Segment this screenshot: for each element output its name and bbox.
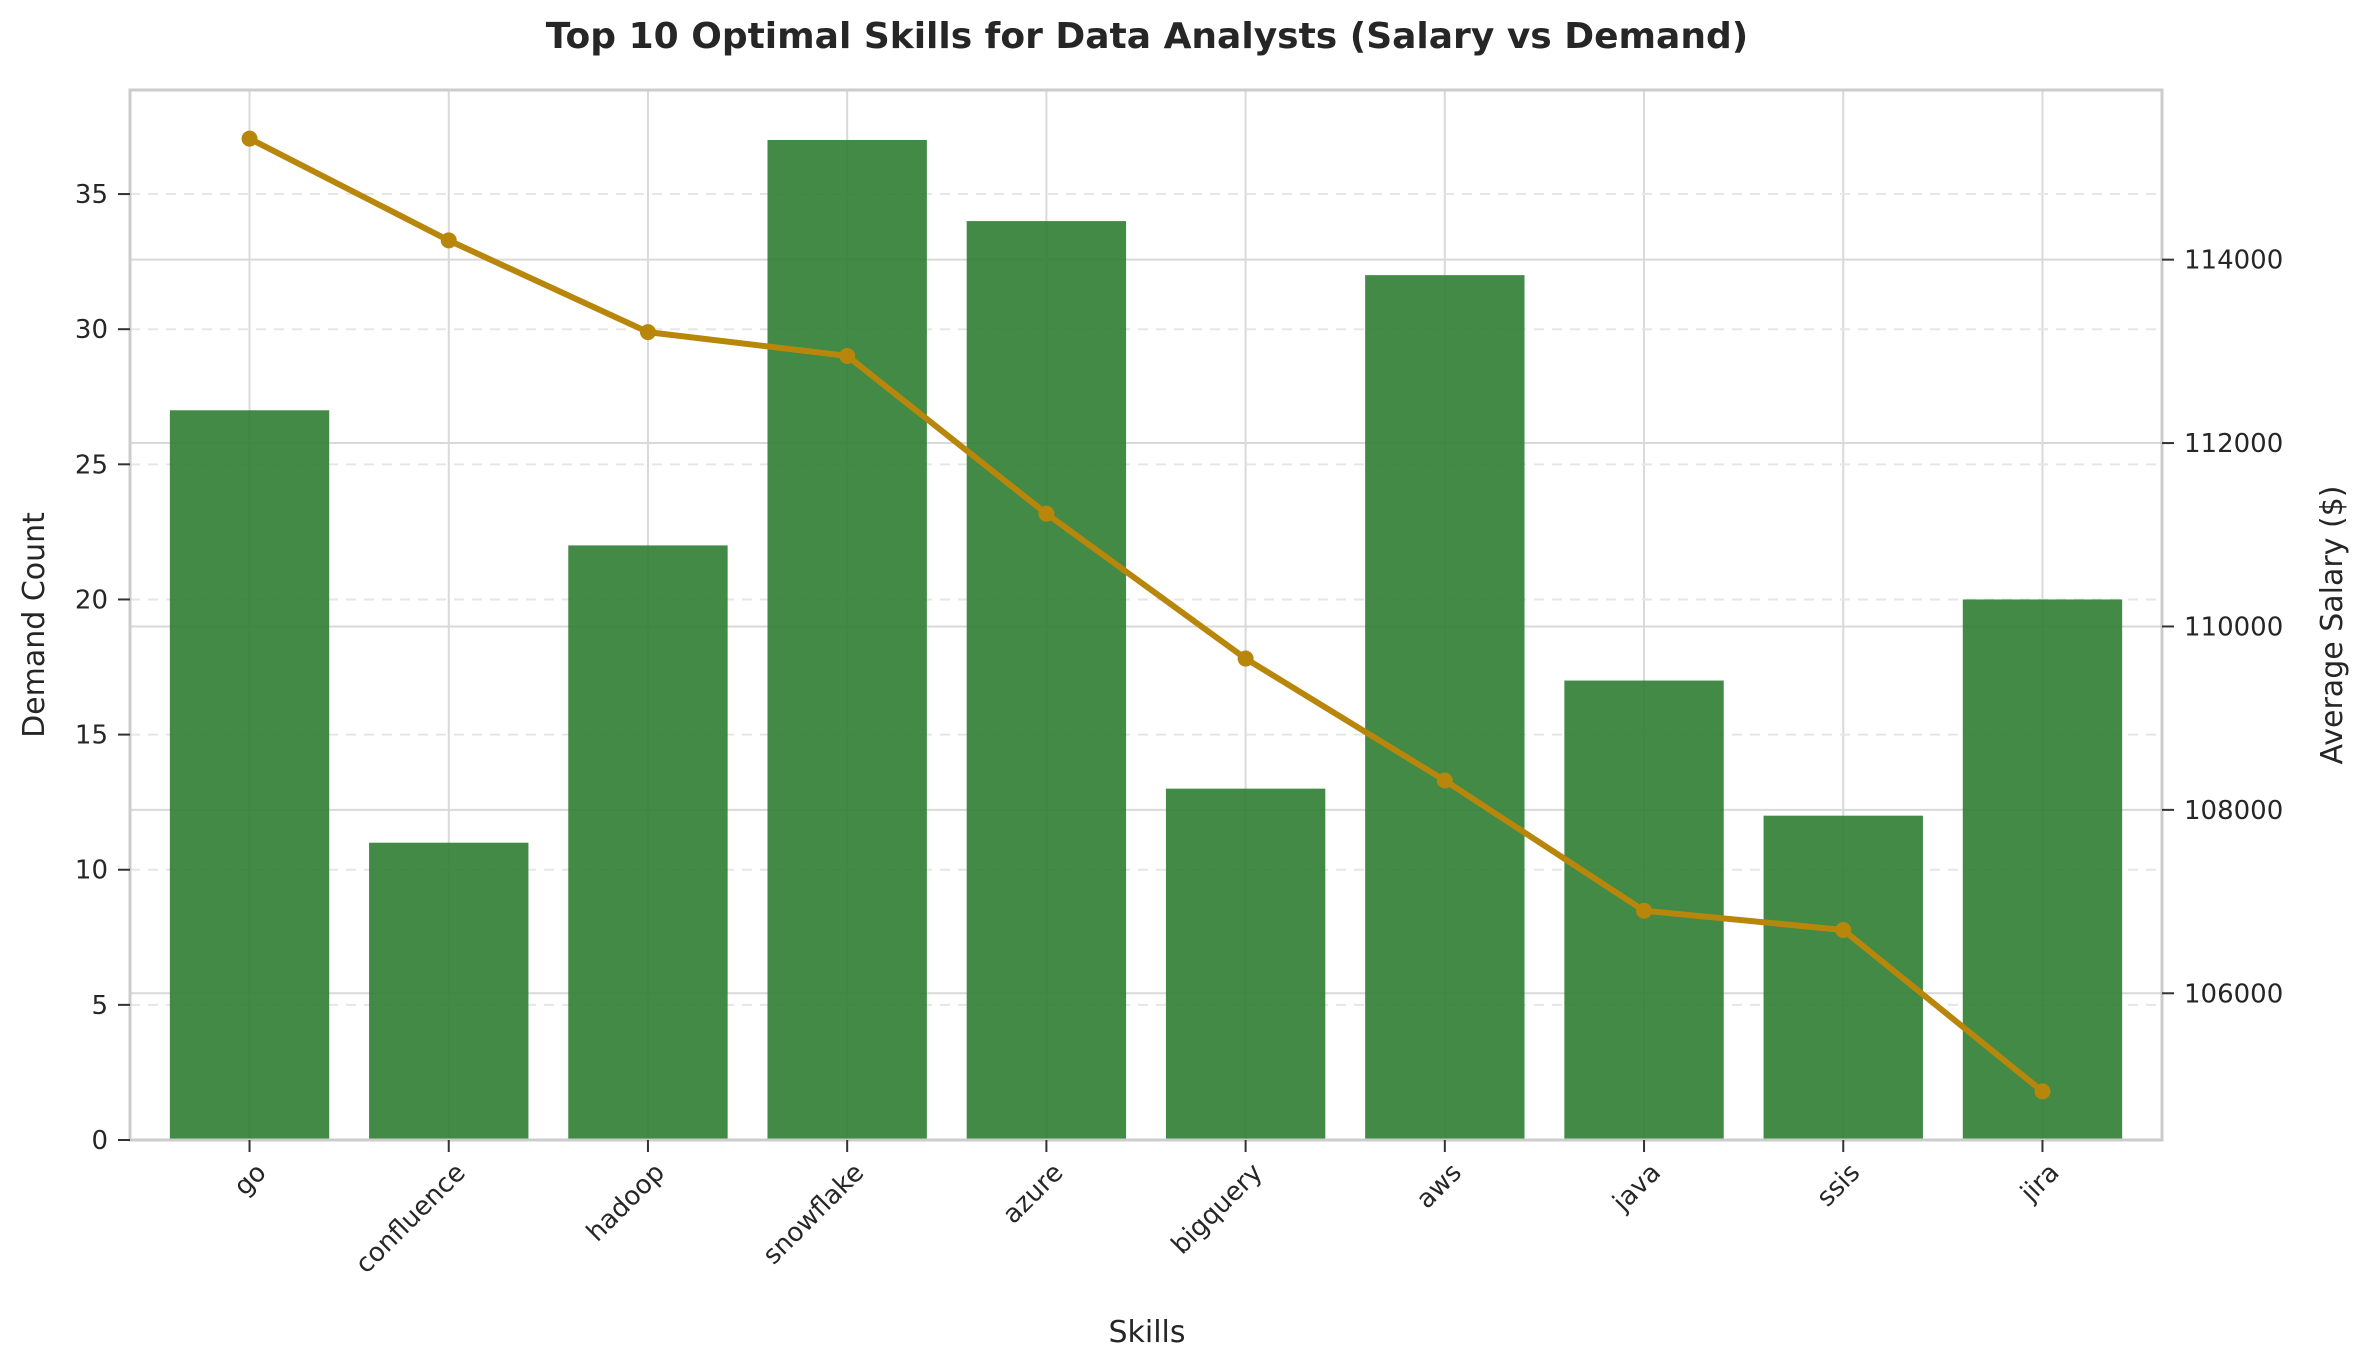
demand-bar bbox=[1763, 815, 1923, 1140]
salary-point bbox=[440, 232, 457, 249]
demand-bar bbox=[568, 545, 728, 1140]
x-tick-label: hadoop bbox=[581, 1158, 671, 1248]
x-tick-label: azure bbox=[997, 1158, 1069, 1230]
y-tick-label: 20 bbox=[75, 585, 108, 615]
salary-point bbox=[2034, 1083, 2051, 1100]
demand-bar bbox=[1962, 599, 2123, 1140]
x-axis-label: Skills bbox=[1108, 1315, 1185, 1350]
salary-line-series bbox=[241, 130, 2051, 1100]
x-tick-label: ssis bbox=[1811, 1158, 1866, 1213]
y2-tick-label: 114000 bbox=[2184, 246, 2283, 276]
x-tick-label: bigquery bbox=[1166, 1158, 1269, 1261]
y-tick-label: 15 bbox=[75, 721, 108, 751]
x-tick-label: confluence bbox=[350, 1158, 472, 1280]
demand-bar bbox=[1365, 275, 1525, 1140]
y-tick-label: 35 bbox=[75, 180, 108, 210]
salary-point bbox=[839, 347, 856, 364]
salary-point bbox=[1636, 902, 1653, 919]
salary-point bbox=[1237, 650, 1254, 667]
demand-bar bbox=[767, 140, 927, 1140]
y-axis-label: Demand Count bbox=[17, 512, 52, 738]
chart-title: Top 10 Optimal Skills for Data Analysts … bbox=[546, 16, 1748, 57]
demand-bar bbox=[369, 842, 529, 1140]
y-tick-label: 10 bbox=[75, 856, 108, 886]
demand-bar bbox=[1165, 788, 1326, 1140]
salary-line bbox=[246, 135, 2046, 1095]
salary-point bbox=[1038, 505, 1055, 522]
x-tick-label: go bbox=[228, 1158, 272, 1202]
y-tick-label: 0 bbox=[91, 1126, 108, 1156]
x-tick-label: jira bbox=[2014, 1158, 2065, 1209]
y2-tick-label: 110000 bbox=[2184, 612, 2283, 642]
salary-point bbox=[639, 324, 656, 341]
y-tick-label: 30 bbox=[75, 315, 108, 345]
bars bbox=[169, 140, 2123, 1141]
salary-point bbox=[1436, 772, 1453, 789]
salary-point bbox=[1835, 922, 1852, 938]
y2-tick-label: 106000 bbox=[2184, 979, 2283, 1009]
y2-axis-label: Average Salary ($) bbox=[2315, 486, 2350, 765]
y-tick-label: 25 bbox=[75, 450, 108, 480]
salary-point bbox=[241, 130, 258, 147]
plot-frame bbox=[128, 88, 2164, 1142]
y-tick-label: 5 bbox=[91, 991, 108, 1021]
demand-bar bbox=[966, 221, 1127, 1141]
y2-tick-label: 112000 bbox=[2184, 429, 2283, 459]
x-tick-label: snowflake bbox=[757, 1158, 870, 1271]
x-tick-label: java bbox=[1607, 1158, 1667, 1218]
y2-tick-label: 108000 bbox=[2184, 796, 2283, 826]
x-tick-label: aws bbox=[1411, 1158, 1468, 1215]
demand-bar bbox=[169, 410, 330, 1140]
